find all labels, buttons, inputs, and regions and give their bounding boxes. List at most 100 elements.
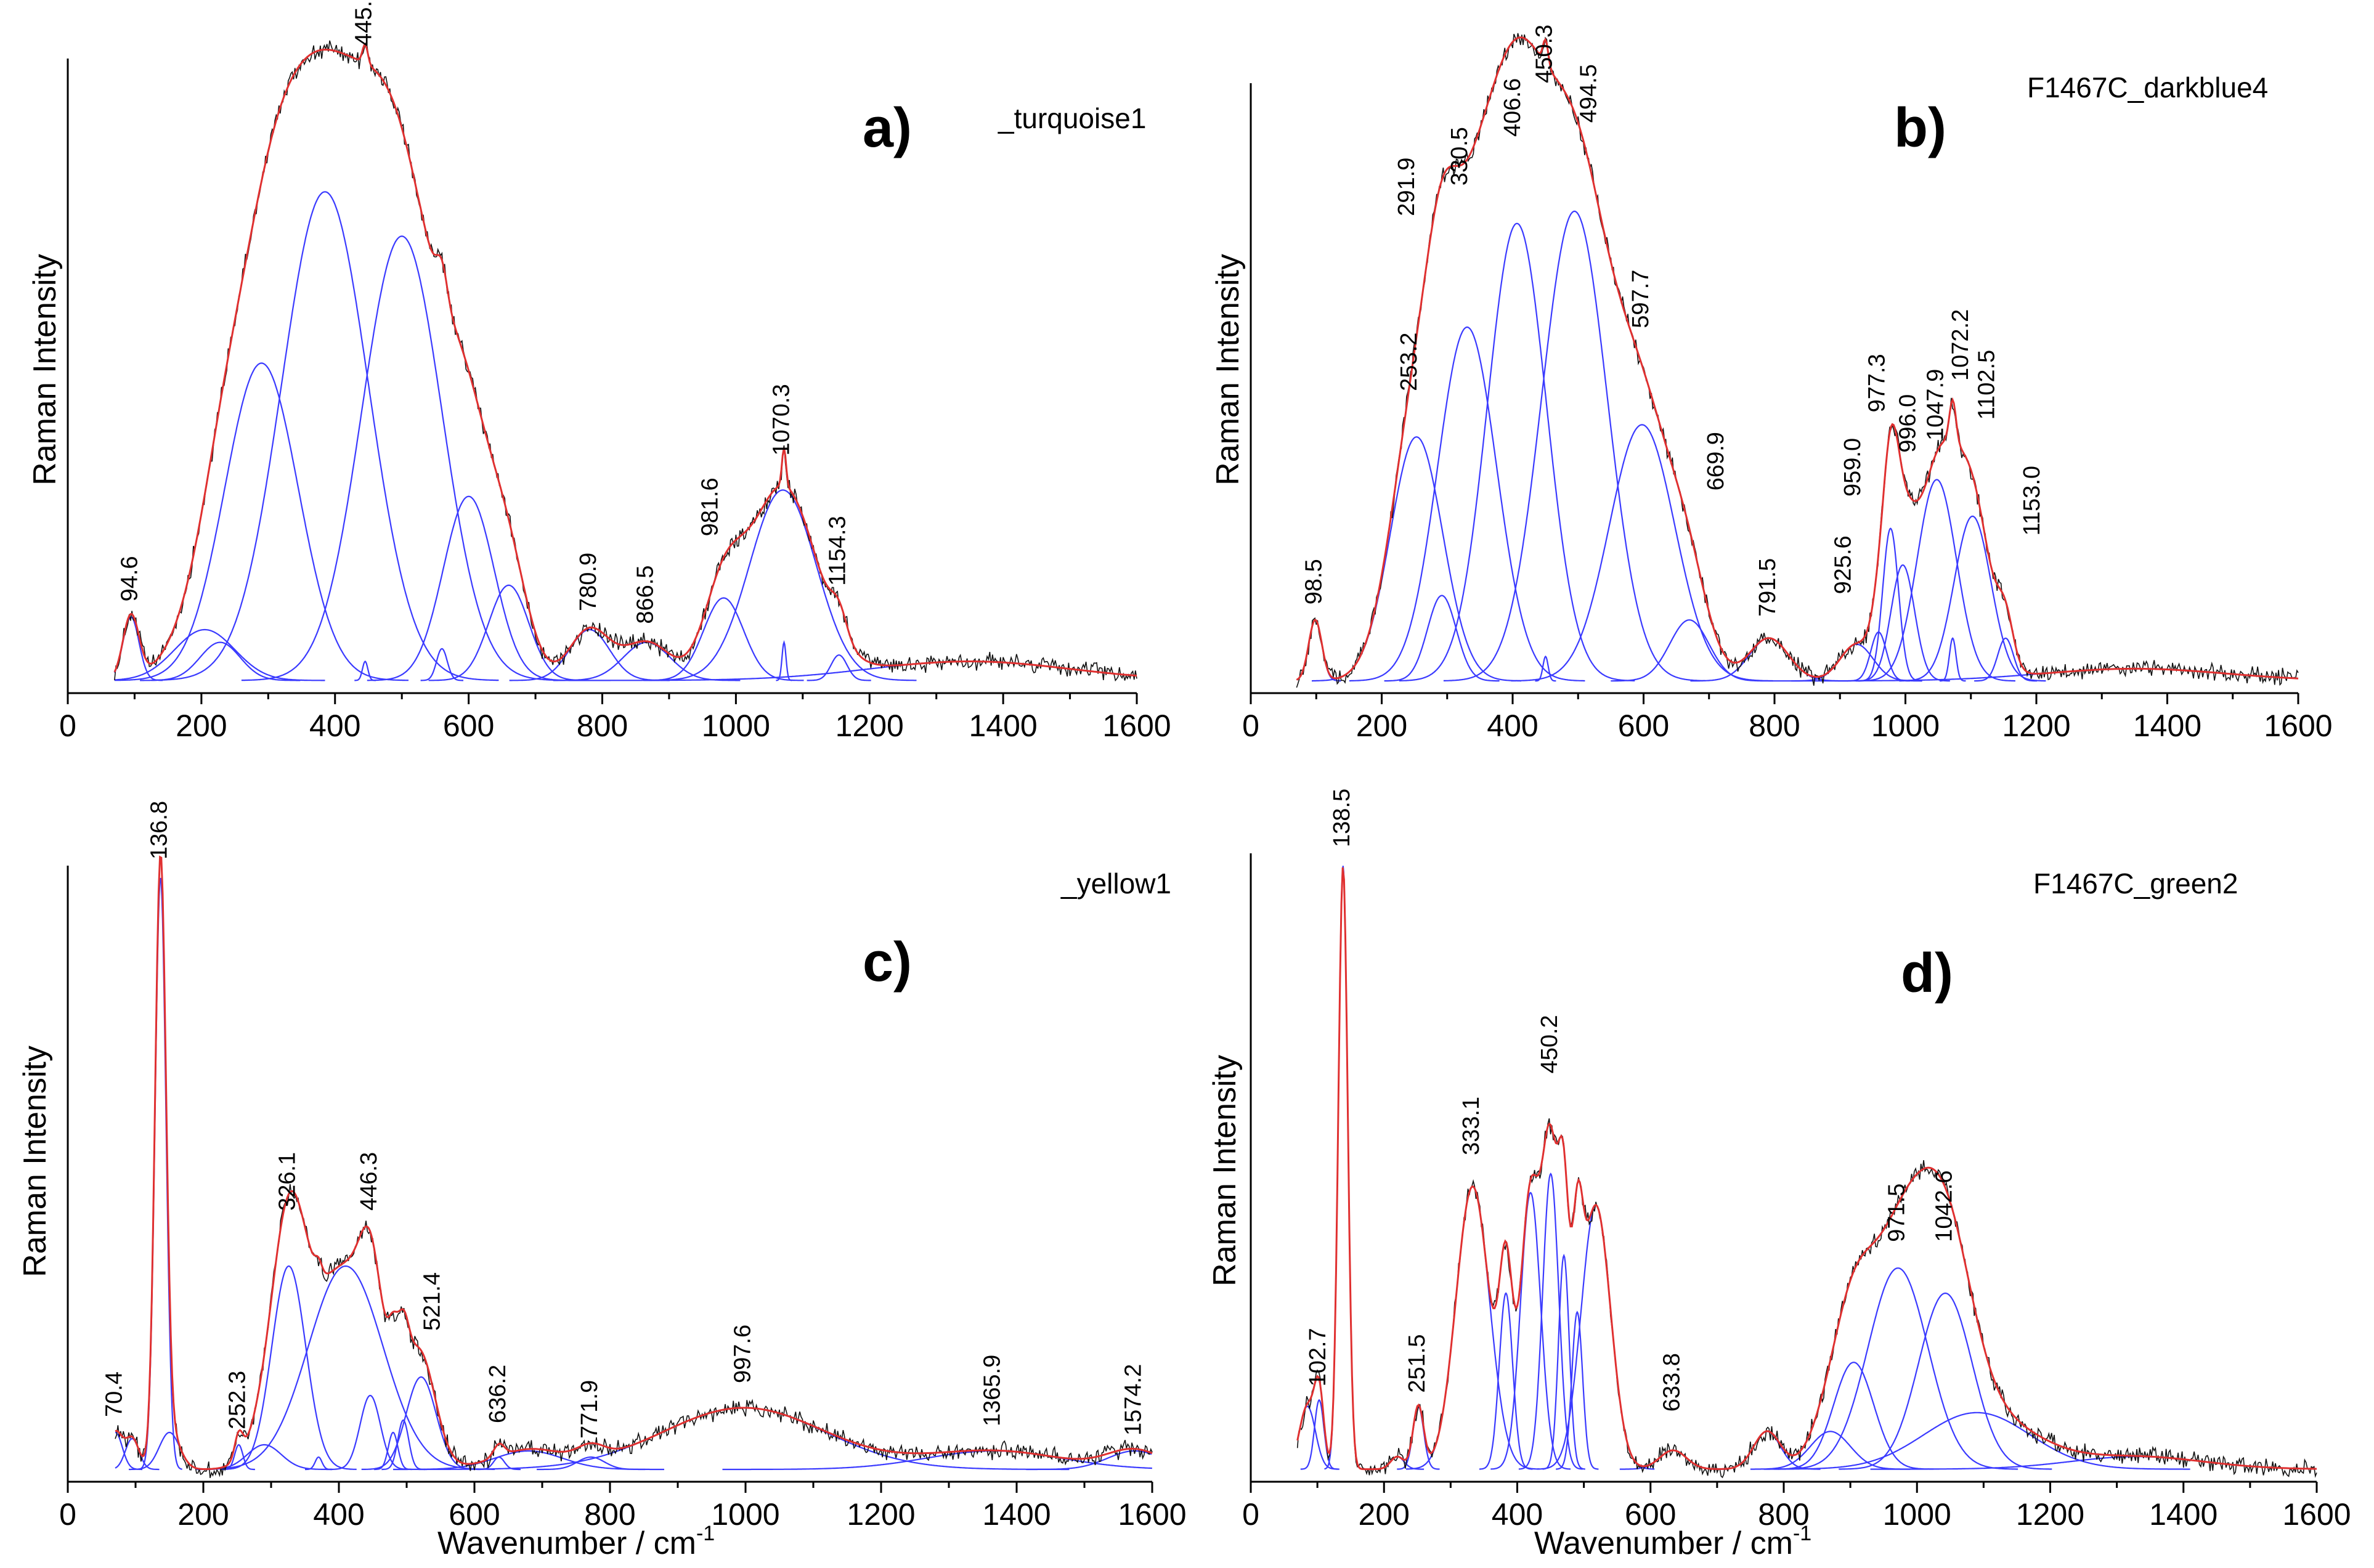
fit-component-band bbox=[151, 191, 499, 681]
peak-label: 251.5 bbox=[1404, 1334, 1430, 1393]
peak-label: 996.0 bbox=[1895, 394, 1921, 453]
fit-component-band bbox=[1300, 1399, 1338, 1470]
fit-component-band bbox=[553, 641, 741, 681]
peak-label: 925.6 bbox=[1830, 535, 1856, 594]
panel-a-letter: a) bbox=[863, 97, 912, 159]
panel-c: c) _yellow1 Raman Intensity Wavenumber /… bbox=[17, 801, 1187, 1561]
panel-a-y-axis-label: Raman Intensity bbox=[27, 254, 63, 485]
panel-c-sample-name: _yellow1 bbox=[1060, 867, 1171, 900]
panel-d-letter: d) bbox=[1901, 943, 1953, 1004]
peak-label: 406.6 bbox=[1500, 78, 1526, 137]
x-tick-label: 600 bbox=[1618, 709, 1669, 743]
x-tick-label: 1400 bbox=[2133, 709, 2201, 743]
x-tick-label: 200 bbox=[1359, 1497, 1410, 1532]
fit-component-band bbox=[1611, 619, 1768, 682]
fitted-envelope bbox=[115, 855, 1153, 1470]
fit-component-band bbox=[1556, 1310, 1599, 1470]
peak-label: 1154.3 bbox=[825, 516, 851, 585]
x-tick-label: 1200 bbox=[2002, 709, 2070, 743]
fit-component-band bbox=[649, 489, 917, 681]
x-tick-label: 1400 bbox=[982, 1497, 1051, 1532]
peak-label: 98.5 bbox=[1301, 559, 1327, 604]
fit-component-band bbox=[374, 1431, 412, 1471]
fit-component-band bbox=[537, 1456, 646, 1471]
fit-component-band bbox=[1349, 326, 1585, 682]
peak-label: 138.5 bbox=[1329, 789, 1355, 847]
fit-component-band bbox=[221, 1265, 357, 1470]
x-tick-label: 800 bbox=[1749, 709, 1800, 743]
fit-component-band bbox=[129, 1431, 210, 1471]
x-tick-label: 1200 bbox=[2016, 1497, 2084, 1532]
panel-c-x-axis-label: Wavenumber / cm-1 bbox=[437, 1522, 715, 1561]
peak-label: 633.8 bbox=[1659, 1353, 1685, 1412]
fit-component-band bbox=[776, 640, 792, 681]
peak-label: 136.8 bbox=[147, 801, 173, 859]
peak-label: 494.5 bbox=[1575, 64, 1601, 123]
panel-b: b) F1467C_darkblue4 Raman Intensity 0 200… bbox=[1210, 25, 2333, 743]
x-tick-label: 800 bbox=[1758, 1497, 1809, 1532]
fit-component-band bbox=[643, 597, 804, 681]
fit-component-band bbox=[1974, 637, 2038, 682]
x-tick-label: 600 bbox=[449, 1497, 500, 1532]
peak-label: 971.5 bbox=[1884, 1184, 1909, 1242]
fit-component-band bbox=[1384, 595, 1500, 682]
peak-label: 771.9 bbox=[577, 1380, 603, 1439]
peak-label: 253.2 bbox=[1396, 333, 1422, 391]
panel-b-sample-name: F1467C_darkblue4 bbox=[2027, 71, 2268, 104]
peak-label: 445.1 bbox=[351, 0, 377, 46]
fit-component-band bbox=[428, 584, 589, 681]
panel-b-y-axis-label: Raman Intensity bbox=[1210, 254, 1246, 485]
peak-label: 977.3 bbox=[1864, 354, 1890, 412]
peak-label: 669.9 bbox=[1703, 432, 1729, 490]
x-tick-label: 1600 bbox=[1102, 709, 1171, 743]
x-tick-label: 400 bbox=[309, 709, 360, 743]
peak-label: 521.4 bbox=[420, 1272, 445, 1331]
peak-label: 333.1 bbox=[1458, 1097, 1484, 1155]
panel-b-letter: b) bbox=[1894, 97, 1946, 159]
peak-label: 450.2 bbox=[1537, 1015, 1563, 1073]
peak-label: 1153.0 bbox=[2019, 466, 2045, 535]
panel-c-letter: c) bbox=[863, 932, 912, 993]
peak-label: 997.6 bbox=[730, 1325, 755, 1383]
fit-component-band bbox=[1939, 637, 1966, 682]
x-tick-label: 400 bbox=[313, 1497, 364, 1532]
fit-component-band bbox=[1773, 1362, 1934, 1470]
peak-label: 636.2 bbox=[485, 1365, 511, 1423]
fit-component-band bbox=[1537, 1204, 1655, 1470]
fit-component-band bbox=[722, 1450, 1152, 1471]
x-tick-label: 200 bbox=[176, 709, 227, 743]
x-tick-label: 0 bbox=[1242, 1497, 1259, 1532]
peak-label: 252.3 bbox=[225, 1371, 251, 1429]
fit-component-band bbox=[1511, 424, 1773, 682]
peak-label: 866.5 bbox=[633, 566, 659, 624]
x-tick-label: 1400 bbox=[969, 709, 1038, 743]
x-tick-label: 400 bbox=[1487, 709, 1538, 743]
fit-component-band bbox=[1768, 668, 2299, 682]
fitted-envelope bbox=[113, 43, 1137, 677]
x-tick-label: 1200 bbox=[835, 709, 904, 743]
peak-label: 1102.5 bbox=[1974, 350, 1999, 420]
fit-component-band bbox=[1899, 515, 2046, 682]
x-tick-label: 1200 bbox=[847, 1497, 915, 1532]
peak-label: 1574.2 bbox=[1121, 1364, 1147, 1436]
x-tick-label: 200 bbox=[177, 1497, 229, 1532]
fit-component-band bbox=[361, 1376, 481, 1470]
fit-component-band bbox=[197, 1265, 495, 1470]
panel-d-y-axis-label: Raman Intensity bbox=[1207, 1055, 1243, 1286]
x-tick-label: 400 bbox=[1492, 1497, 1543, 1532]
fit-component-band bbox=[1518, 1172, 1583, 1470]
peak-label: 291.9 bbox=[1394, 158, 1420, 216]
fit-component-band bbox=[1763, 1412, 2190, 1470]
observed-spectrum bbox=[1296, 871, 2317, 1479]
x-tick-label: 1600 bbox=[2264, 709, 2332, 743]
fit-component-band bbox=[1312, 436, 1521, 682]
x-tick-label: 800 bbox=[577, 709, 628, 743]
fit-component-band bbox=[197, 1444, 332, 1471]
fitted-envelope bbox=[1296, 36, 2299, 681]
peak-label: 450.3 bbox=[1531, 25, 1557, 83]
peak-label: 94.6 bbox=[117, 556, 143, 601]
peak-label: 330.5 bbox=[1447, 127, 1473, 185]
x-tick-label: 800 bbox=[584, 1497, 635, 1532]
peak-label: 102.7 bbox=[1305, 1328, 1331, 1386]
